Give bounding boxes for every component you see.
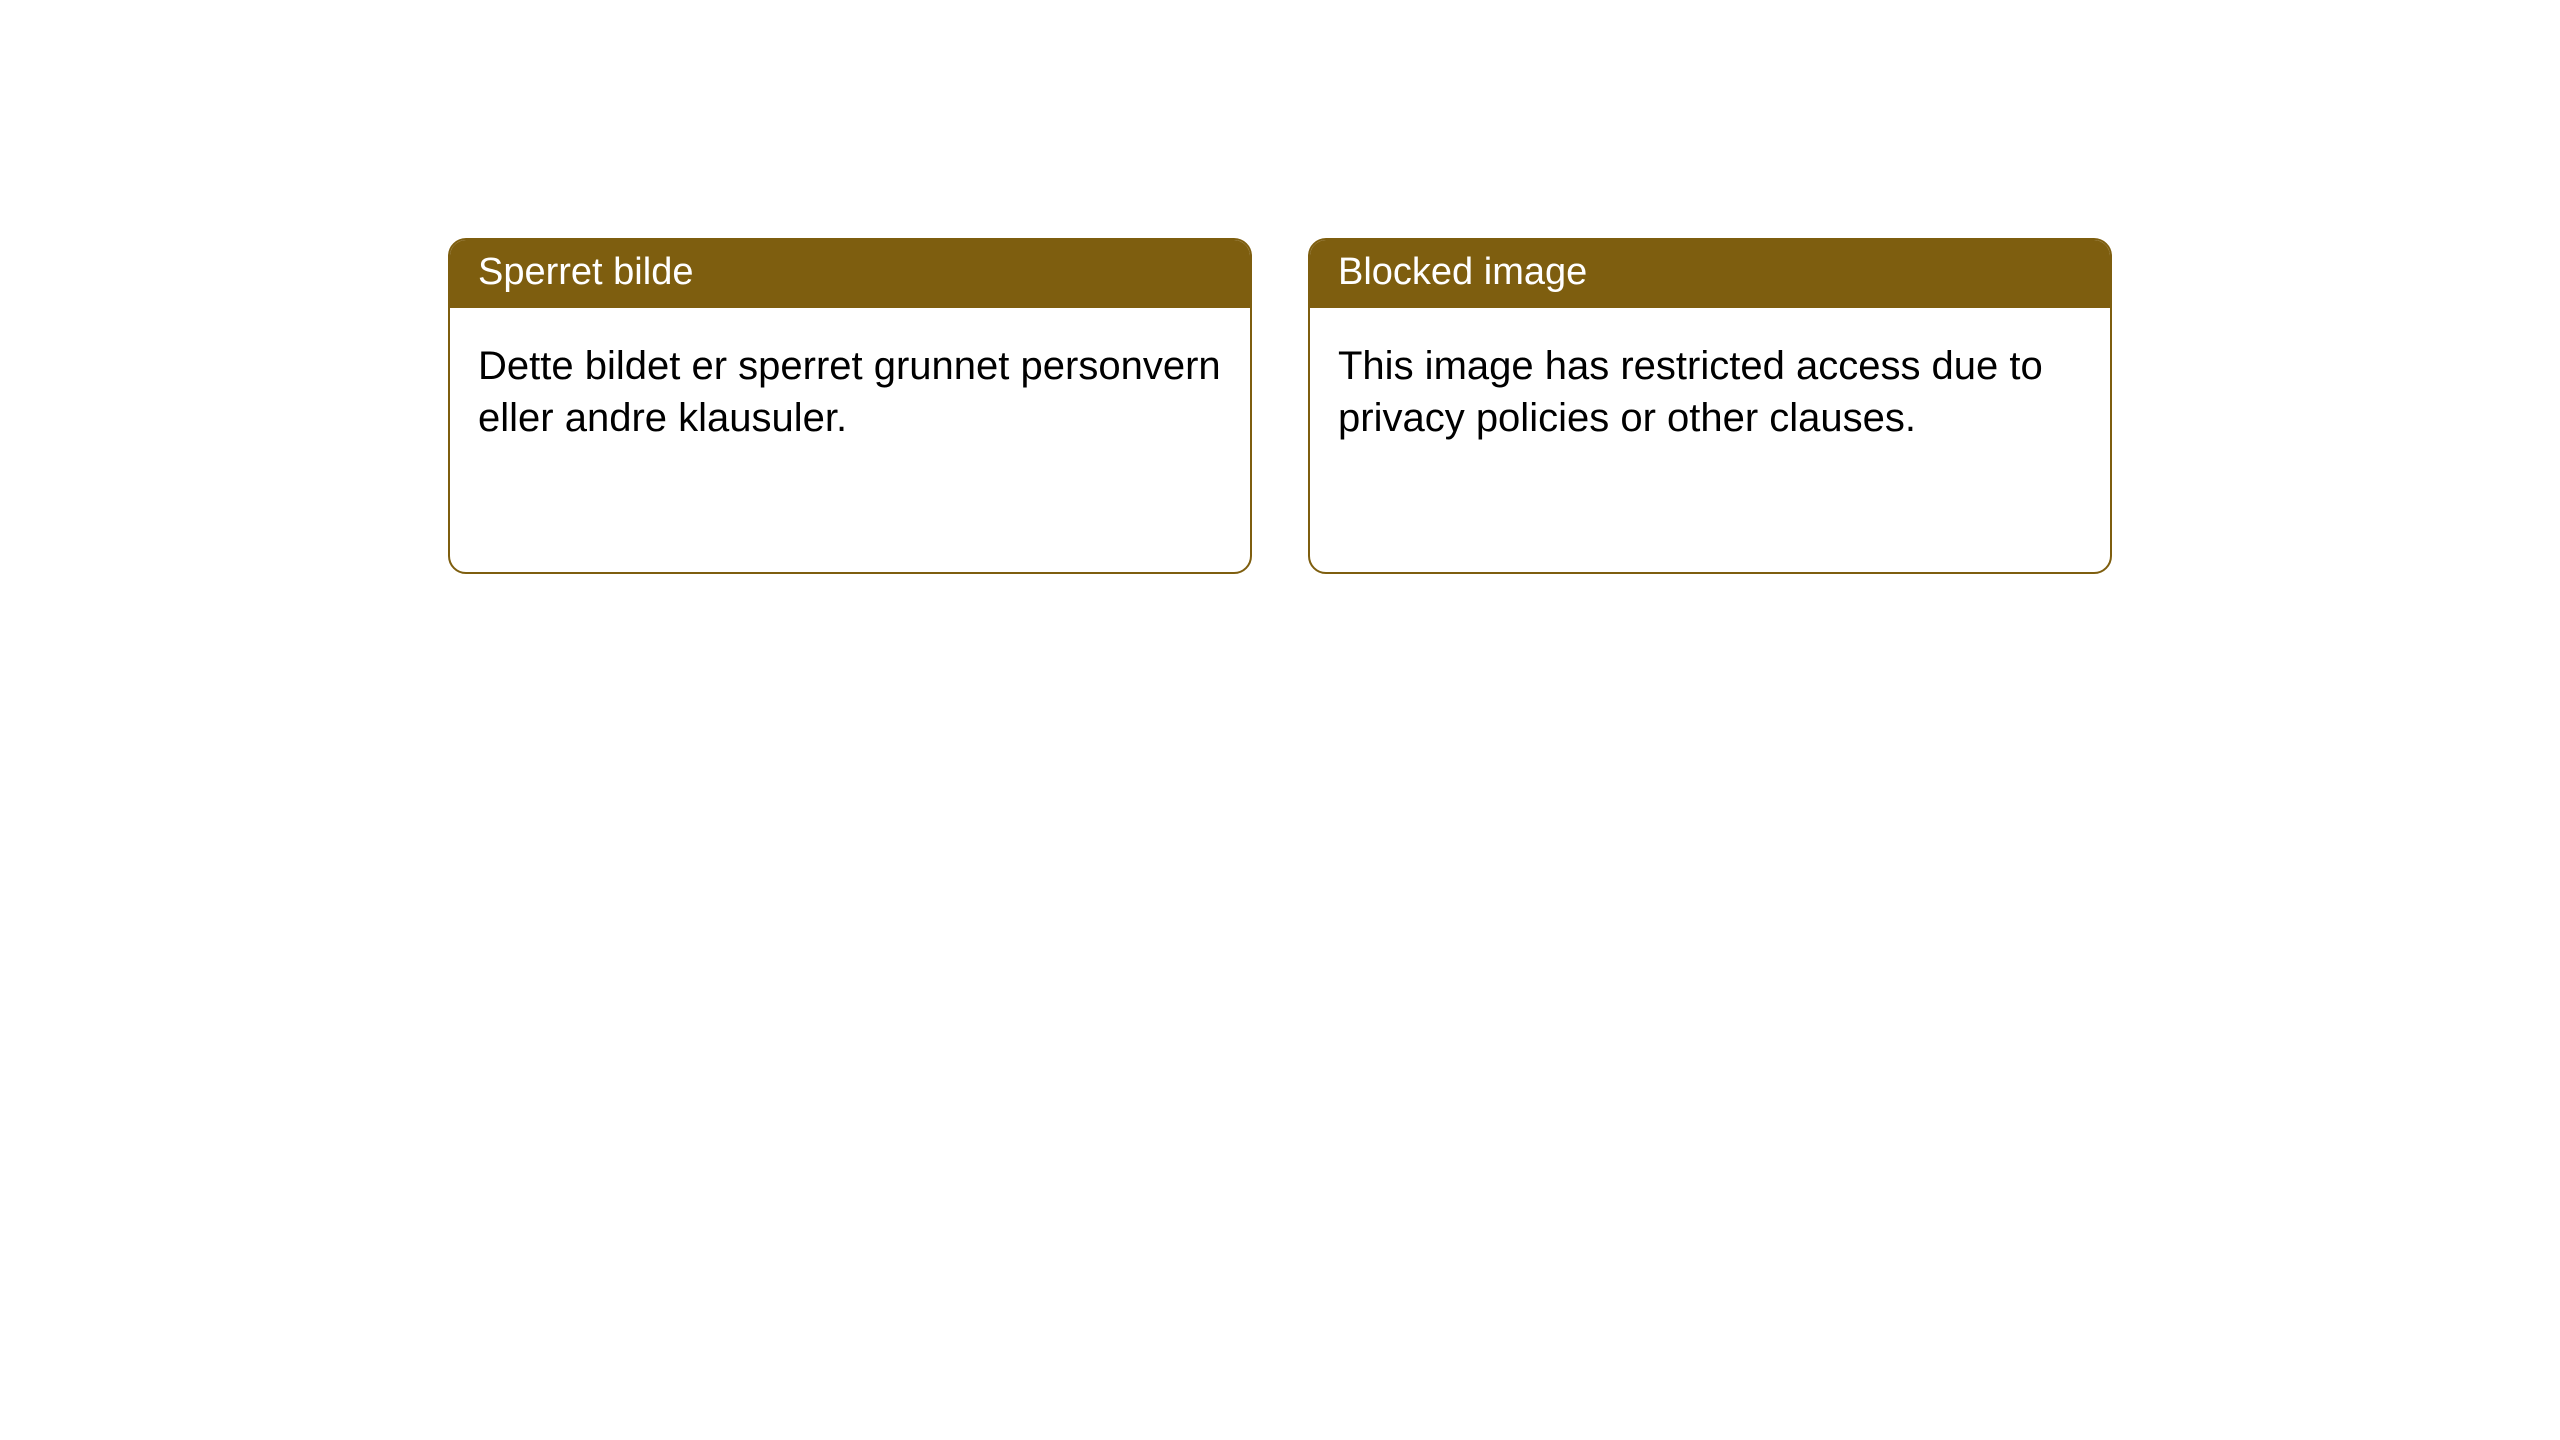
notice-card-body: This image has restricted access due to … [1310, 308, 2110, 476]
notice-cards-container: Sperret bilde Dette bildet er sperret gr… [448, 238, 2112, 574]
notice-card-header: Sperret bilde [450, 240, 1250, 308]
notice-card-header: Blocked image [1310, 240, 2110, 308]
notice-card-english: Blocked image This image has restricted … [1308, 238, 2112, 574]
notice-card-norwegian: Sperret bilde Dette bildet er sperret gr… [448, 238, 1252, 574]
notice-card-body: Dette bildet er sperret grunnet personve… [450, 308, 1250, 476]
